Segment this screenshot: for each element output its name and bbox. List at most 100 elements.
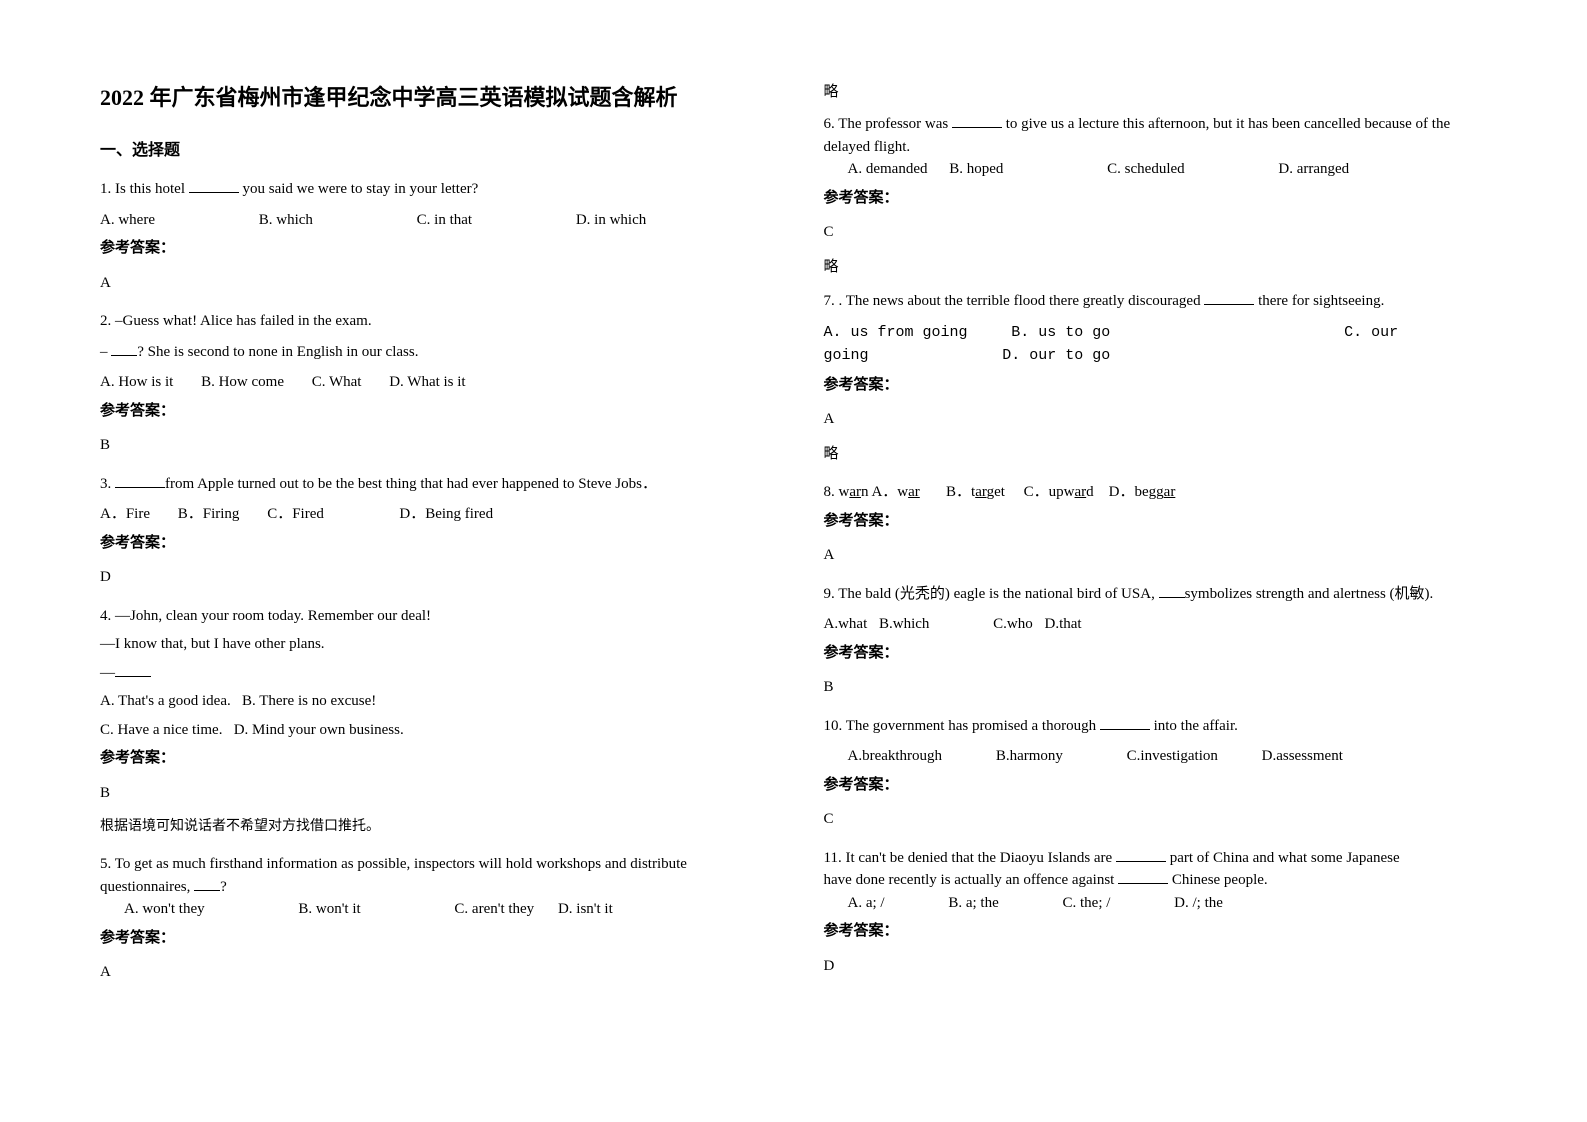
q3-opt-c: C．Fired	[267, 503, 324, 526]
blank	[189, 179, 239, 194]
q9-opt-a: A.what	[824, 613, 868, 636]
q8-getB: get	[987, 484, 1005, 500]
q5-opt-c: C. aren't they	[454, 898, 534, 921]
q9-opt-d: D.that	[1045, 613, 1082, 636]
q8-stem: 8. w	[824, 484, 850, 500]
q5-line1: 5. To get as much firsthand information …	[100, 853, 764, 876]
q11-opt-c: C. the; /	[1062, 892, 1110, 915]
blank	[952, 114, 1002, 129]
answer-label: 参考答案：	[824, 510, 1488, 533]
q4-answer: B	[100, 782, 764, 805]
q7-l2a: going	[824, 345, 869, 368]
section-heading: 一、选择题	[100, 136, 764, 160]
question-3: 3. from Apple turned out to be the best …	[100, 473, 764, 589]
q6-answer: C	[824, 221, 1488, 244]
q11-opt-b: B. a; the	[948, 892, 998, 915]
answer-label: 参考答案：	[824, 642, 1488, 665]
q10-opt-d: D.assessment	[1262, 745, 1343, 768]
question-5: 5. To get as much firsthand information …	[100, 853, 764, 984]
blank	[1159, 583, 1185, 598]
q1-answer: A	[100, 272, 764, 295]
answer-label: 参考答案：	[100, 400, 764, 423]
answer-label: 参考答案：	[824, 920, 1488, 943]
q11-opt-d: D. /; the	[1174, 892, 1223, 915]
q7-opt-b: B. us to go	[1011, 322, 1110, 345]
blank	[115, 662, 151, 677]
q11-answer: D	[824, 955, 1488, 978]
q9-stem: 9. The bald (光秃的) eagle is the national …	[824, 586, 1159, 602]
q7-stem-a: 7. . The news about the terrible flood t…	[824, 293, 1205, 309]
q4-line3: —	[100, 665, 115, 681]
q10-opt-a: A.breakthrough	[848, 745, 943, 768]
q4-opt-b: B. There is no excuse!	[242, 693, 376, 709]
q8-u2: ar	[908, 484, 920, 500]
q2-line1: 2. –Guess what! Alice has failed in the …	[100, 310, 764, 333]
blank	[1116, 847, 1166, 862]
q4-opt-c: C. Have a nice time.	[100, 722, 222, 738]
q5-opt-d: D. isn't it	[558, 898, 613, 921]
q2-opt-c: C. What	[312, 371, 362, 394]
q7-stem-b: there for sightseeing.	[1254, 293, 1384, 309]
question-8: 8. warn A．war B．target C．upward D．beggar…	[824, 481, 1488, 567]
q8-opt-c: C．upw	[1024, 484, 1075, 500]
blank	[115, 473, 165, 488]
q9-answer: B	[824, 676, 1488, 699]
q1-stem-a: 1. Is this hotel	[100, 181, 189, 197]
q3-stem: from Apple turned out to be the best thi…	[165, 476, 657, 492]
blank	[194, 876, 220, 891]
q2-answer: B	[100, 434, 764, 457]
q3-opt-a: A．Fire	[100, 503, 150, 526]
q11-l1a: 11. It can't be denied that the Diaoyu I…	[824, 850, 1116, 866]
q9-opt-c: C.who	[993, 613, 1033, 636]
q1-opt-a: A. where	[100, 209, 155, 232]
answer-label: 参考答案：	[824, 774, 1488, 797]
q5-line2b: ?	[220, 879, 227, 895]
q3-opt-d: D．Being fired	[399, 503, 493, 526]
q6-opt-c: C. scheduled	[1107, 158, 1184, 181]
q4-line1: 4. —John, clean your room today. Remembe…	[100, 605, 764, 628]
question-2: 2. –Guess what! Alice has failed in the …	[100, 310, 764, 457]
left-column: 2022 年广东省梅州市逢甲纪念中学高三英语模拟试题含解析 一、选择题 1. I…	[100, 80, 764, 1000]
q4-note: 根据语境可知说话者不希望对方找借口推托。	[100, 816, 764, 837]
answer-label: 参考答案：	[824, 187, 1488, 210]
q3-answer: D	[100, 566, 764, 589]
omit: 略	[824, 80, 1488, 101]
q8-dC: d	[1086, 484, 1094, 500]
q5-opt-a: A. won't they	[124, 898, 205, 921]
q6-opt-a: A. demanded	[848, 158, 928, 181]
q7-opt-d: D. our to go	[1002, 345, 1110, 368]
blank	[1204, 291, 1254, 306]
omit: 略	[824, 443, 1488, 466]
q1-opt-b: B. which	[259, 209, 313, 232]
q8-u1: ar	[849, 484, 861, 500]
q1-opt-d: D. in which	[576, 209, 646, 232]
q6-l1a: 6. The professor was	[824, 116, 952, 132]
q7-answer: A	[824, 408, 1488, 431]
question-4: 4. —John, clean your room today. Remembe…	[100, 605, 764, 838]
blank	[1100, 715, 1150, 730]
question-11: 11. It can't be denied that the Diaoyu I…	[824, 847, 1488, 978]
q10-opt-c: C.investigation	[1127, 745, 1218, 768]
q4-opt-a: A. That's a good idea.	[100, 693, 231, 709]
q11-l2b: Chinese people.	[1168, 872, 1268, 888]
question-7: 7. . The news about the terrible flood t…	[824, 290, 1488, 465]
q4-opt-d: D. Mind your own business.	[234, 722, 404, 738]
q2-opt-b: B. How come	[201, 371, 284, 394]
q9-opt-b: B.which	[879, 613, 929, 636]
answer-label: 参考答案：	[100, 927, 764, 950]
question-10: 10. The government has promised a thorou…	[824, 715, 1488, 831]
q2-line2: ? She is second to none in English in ou…	[137, 344, 418, 360]
q2-opt-d: D. What is it	[389, 371, 465, 394]
q10-answer: C	[824, 808, 1488, 831]
right-column: 略 6. The professor was to give us a lect…	[824, 80, 1488, 1000]
document-title: 2022 年广东省梅州市逢甲纪念中学高三英语模拟试题含解析	[100, 80, 764, 112]
q8-opt-d: D．begg	[1109, 484, 1164, 500]
q11-l2a: have done recently is actually an offenc…	[824, 872, 1119, 888]
answer-label: 参考答案：	[100, 532, 764, 555]
q8-uB: ar	[975, 484, 986, 500]
answer-label: 参考答案：	[100, 747, 764, 770]
q5-answer: A	[100, 961, 764, 984]
q6-opt-b: B. hoped	[949, 158, 1003, 181]
q1-stem-b: you said we were to stay in your letter?	[239, 181, 479, 197]
q4-line2: —I know that, but I have other plans.	[100, 633, 764, 656]
